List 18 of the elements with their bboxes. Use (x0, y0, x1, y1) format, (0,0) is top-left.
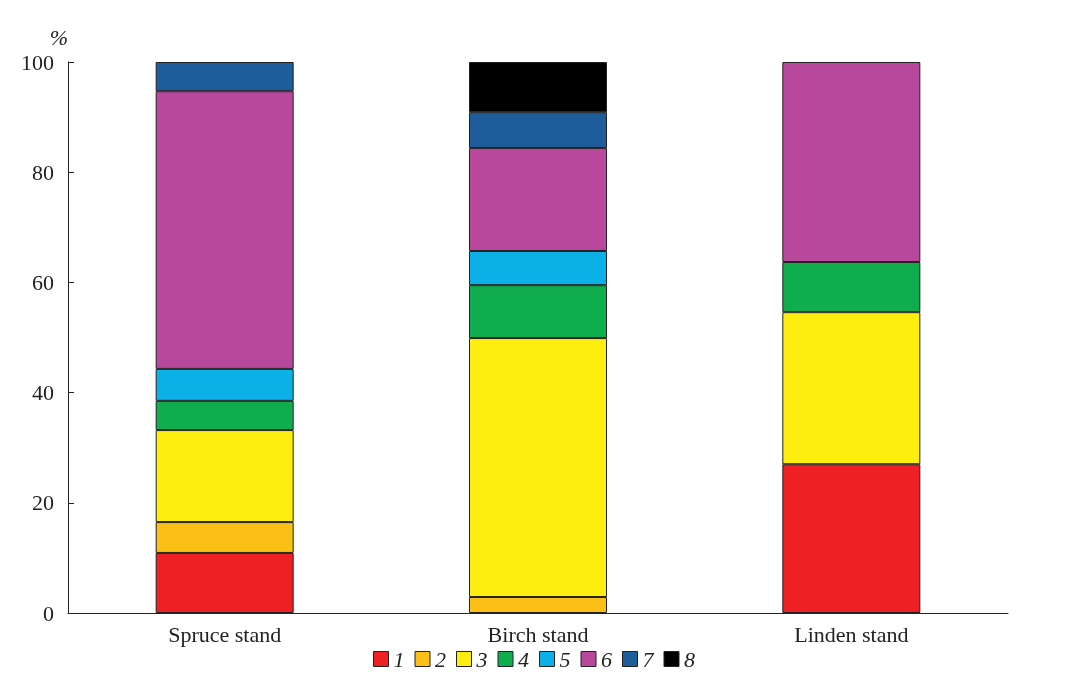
legend-label: 8 (684, 646, 695, 672)
legend-label: 3 (475, 646, 488, 672)
y-axis-title: % (49, 24, 68, 50)
y-tick-label: 80 (32, 159, 54, 185)
y-tick-label: 40 (32, 380, 54, 406)
y-tick-label: 60 (32, 269, 54, 295)
legend-label: 6 (601, 646, 612, 672)
legend-label: 4 (518, 646, 529, 672)
legend-label: 7 (642, 646, 655, 672)
y-tick-label: 100 (21, 49, 54, 75)
x-tick-label: Spruce stand (168, 621, 282, 647)
y-tick-label: 20 (32, 490, 54, 516)
x-tick-label: Birch stand (487, 621, 589, 647)
legend-label: 1 (393, 646, 405, 672)
x-tick-label: Linden stand (794, 621, 909, 647)
y-tick-label: 0 (43, 600, 54, 626)
legend-label: 5 (559, 646, 571, 672)
legend-label: 2 (435, 646, 446, 672)
